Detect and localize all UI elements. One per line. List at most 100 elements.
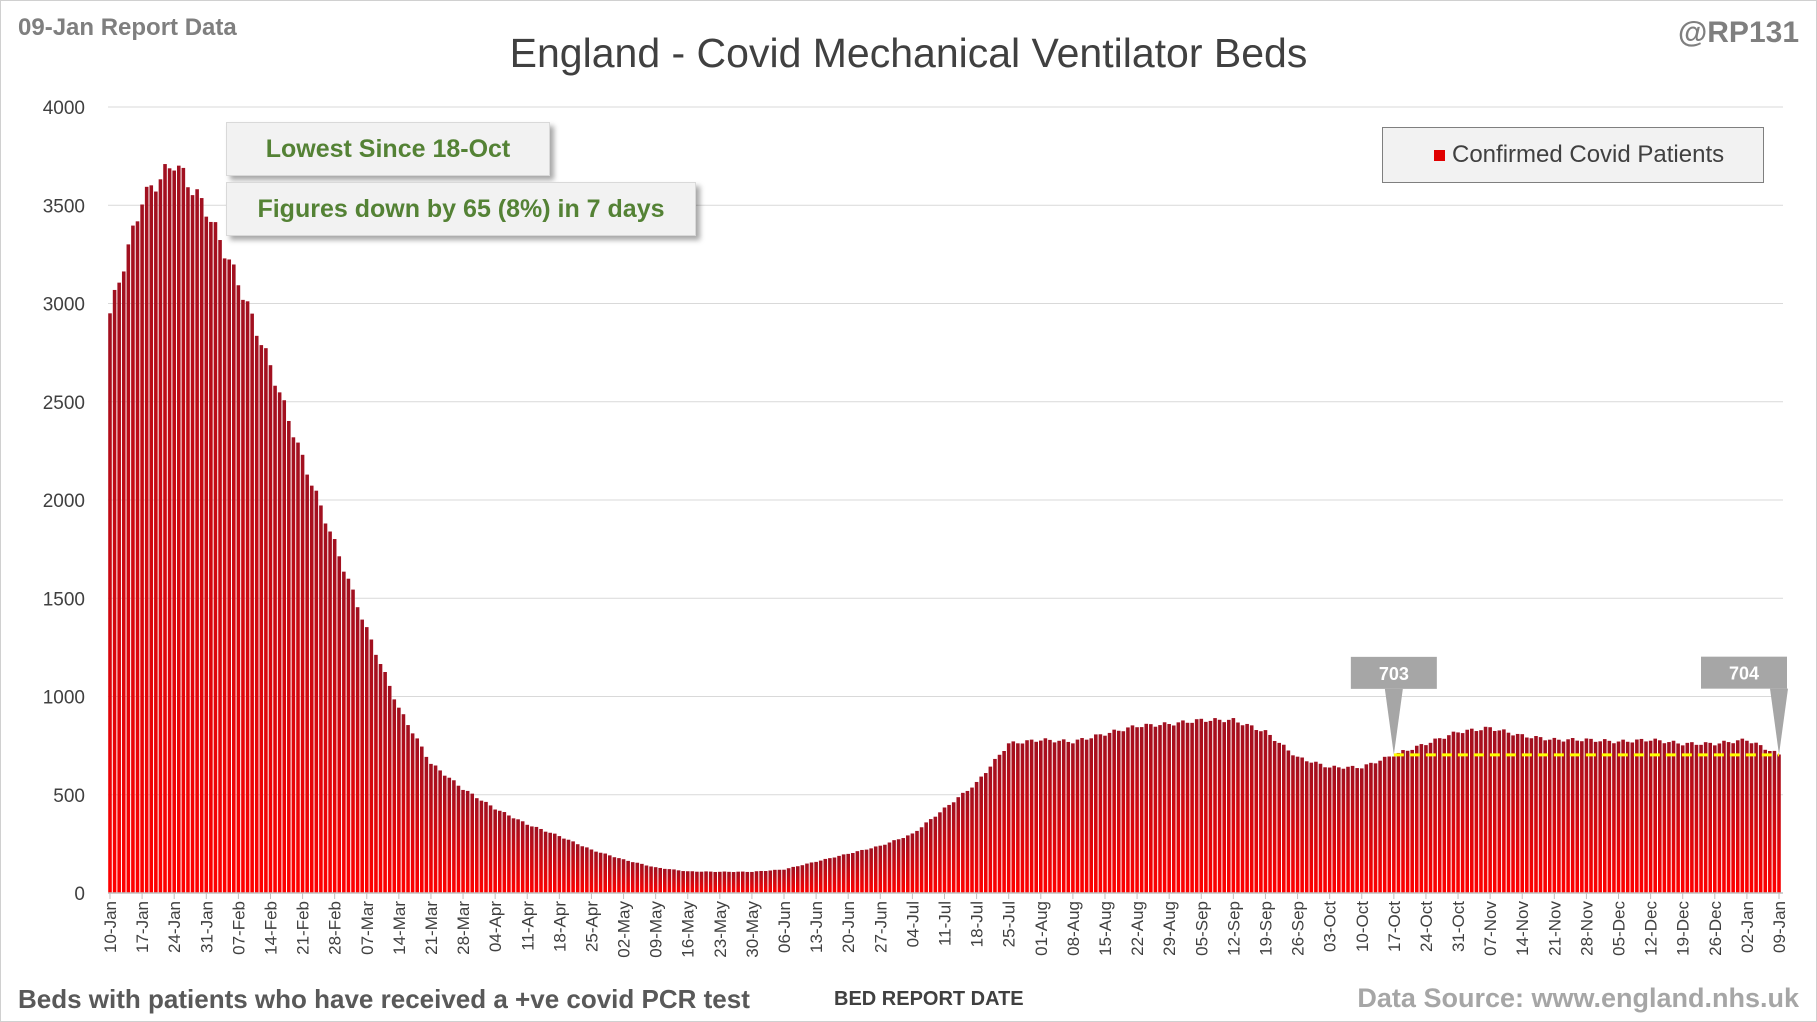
bar bbox=[1373, 763, 1378, 893]
bar bbox=[860, 849, 864, 893]
y-tick-label: 0 bbox=[74, 884, 85, 905]
bar bbox=[997, 754, 1002, 893]
bar bbox=[543, 831, 548, 893]
bar bbox=[1713, 745, 1717, 893]
bar bbox=[511, 818, 516, 893]
bar bbox=[873, 846, 878, 893]
bar bbox=[328, 531, 332, 893]
bar bbox=[1103, 735, 1107, 893]
bar bbox=[1272, 740, 1277, 893]
bar bbox=[1199, 718, 1204, 893]
bar bbox=[892, 840, 896, 893]
bar bbox=[520, 821, 525, 893]
x-tick-label: 11-Apr bbox=[518, 901, 537, 951]
bar bbox=[906, 835, 910, 893]
bar bbox=[1717, 743, 1722, 893]
bar bbox=[951, 802, 956, 893]
bar bbox=[731, 872, 736, 893]
bar bbox=[621, 859, 626, 893]
bar bbox=[685, 871, 690, 893]
bar bbox=[1680, 745, 1685, 893]
bar bbox=[1043, 738, 1048, 893]
bar bbox=[1708, 742, 1713, 893]
x-tick-label: 14-Feb bbox=[262, 901, 281, 955]
bar bbox=[1194, 719, 1199, 893]
x-tick-label: 28-Feb bbox=[326, 901, 345, 955]
bar bbox=[933, 816, 938, 893]
bar bbox=[1621, 739, 1625, 893]
report-label: 09-Jan Report Data bbox=[18, 14, 237, 41]
bar bbox=[181, 167, 186, 894]
author-handle: @RP131 bbox=[1678, 16, 1799, 49]
bar bbox=[548, 832, 552, 893]
bar bbox=[1534, 736, 1538, 893]
bar bbox=[502, 812, 507, 893]
bar bbox=[268, 365, 273, 893]
bar bbox=[919, 827, 924, 893]
bar bbox=[1584, 738, 1589, 893]
bar bbox=[530, 826, 534, 893]
bar bbox=[1309, 762, 1314, 893]
bar bbox=[484, 801, 488, 893]
bar bbox=[433, 765, 438, 893]
bar bbox=[653, 867, 658, 893]
bar bbox=[387, 685, 392, 893]
bar bbox=[415, 738, 419, 893]
bar bbox=[1575, 740, 1580, 893]
bar bbox=[644, 865, 649, 893]
bar bbox=[1089, 738, 1094, 893]
bar bbox=[607, 855, 612, 893]
bar bbox=[635, 862, 640, 893]
x-tick-label: 05-Dec bbox=[1610, 901, 1629, 956]
bar bbox=[1240, 725, 1245, 893]
bar bbox=[1685, 742, 1690, 893]
x-tick-label: 14-Mar bbox=[390, 901, 409, 955]
bar bbox=[1181, 720, 1185, 893]
bar bbox=[497, 810, 502, 893]
bar bbox=[562, 838, 566, 893]
bar bbox=[378, 664, 383, 893]
bar bbox=[1277, 742, 1282, 893]
bar bbox=[722, 871, 727, 893]
bar bbox=[507, 815, 511, 893]
bar bbox=[346, 578, 351, 893]
bar bbox=[851, 853, 855, 893]
bar bbox=[1502, 729, 1506, 893]
bar bbox=[392, 699, 397, 893]
bar bbox=[410, 733, 415, 893]
bar bbox=[1249, 725, 1254, 893]
bar bbox=[1048, 739, 1052, 893]
x-tick-label: 10-Jan bbox=[101, 901, 120, 953]
bar bbox=[699, 871, 704, 893]
bar bbox=[163, 164, 167, 894]
bar bbox=[397, 707, 401, 893]
bar bbox=[232, 264, 236, 894]
bar bbox=[1456, 732, 1460, 893]
bar bbox=[332, 539, 337, 893]
bar bbox=[108, 313, 112, 893]
x-axis-ticks: 10-Jan 17-Jan 24-Jan 31-Jan 07-Feb 14-Feb 21-F… bbox=[101, 893, 1789, 958]
bar bbox=[1401, 750, 1405, 893]
bar bbox=[846, 853, 850, 893]
bar bbox=[1135, 727, 1139, 893]
bar bbox=[883, 844, 887, 893]
bar bbox=[1630, 742, 1635, 893]
x-tick-label: 14-Nov bbox=[1513, 901, 1532, 956]
bar bbox=[374, 654, 378, 893]
x-axis-label: BED REPORT DATE bbox=[834, 988, 1024, 1010]
bar bbox=[213, 222, 218, 894]
bar bbox=[1644, 741, 1648, 893]
x-tick-label: 22-Aug bbox=[1128, 901, 1147, 956]
bar bbox=[1295, 756, 1300, 893]
bar bbox=[961, 792, 965, 893]
x-tick-label: 07-Feb bbox=[229, 901, 248, 955]
bar bbox=[452, 780, 456, 893]
bar bbox=[1602, 739, 1607, 893]
bar bbox=[1607, 740, 1612, 893]
bar bbox=[186, 187, 190, 894]
bar bbox=[1635, 739, 1639, 893]
legend-label: Confirmed Covid Patients bbox=[1452, 141, 1725, 168]
bar bbox=[947, 804, 951, 893]
bar bbox=[1039, 740, 1043, 893]
bar bbox=[988, 766, 993, 893]
